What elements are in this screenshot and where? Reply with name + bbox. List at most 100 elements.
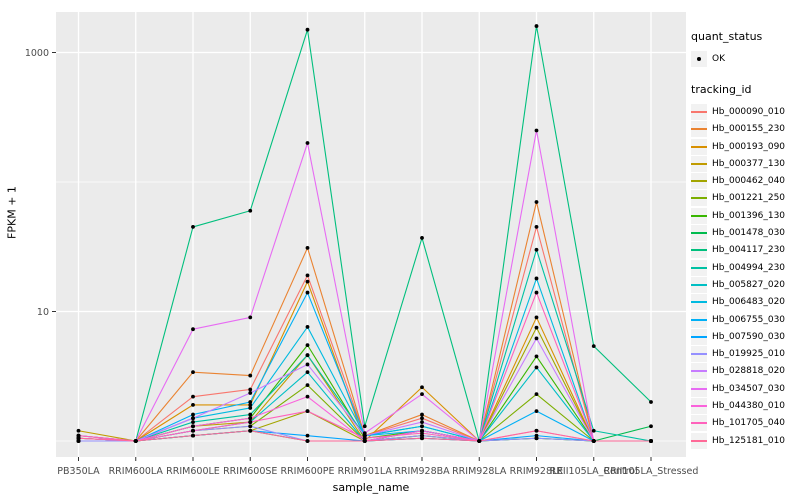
data-point-Hb_004117_230 [191, 225, 195, 229]
data-point-Hb_125181_010 [477, 439, 482, 443]
data-point-Hb_125181_010 [248, 428, 253, 433]
data-point-Hb_034507_030 [362, 431, 367, 436]
x-tick-label: RRII105LA_Control [550, 466, 638, 477]
legend-key-box [691, 155, 707, 172]
legend-key-box [691, 380, 707, 397]
data-point-Hb_101705_040 [76, 433, 81, 438]
data-point-Hb_006755_030 [191, 412, 195, 417]
legend-entry-label: Hb_028818_020 [712, 366, 786, 377]
series-color-line-icon [691, 128, 707, 131]
legend-key-box [691, 190, 707, 207]
legend-entry-Hb_005827_020: Hb_005827_020 [691, 276, 799, 293]
data-point-Hb_004994_230 [305, 353, 310, 358]
legend-entry-Hb_044380_010: Hb_044380_010 [691, 397, 799, 414]
legend-entry-Hb_019925_010: Hb_019925_010 [691, 345, 799, 363]
legend-key-box [691, 259, 707, 276]
legend-entry-label: Hb_101705_040 [712, 418, 786, 429]
data-point-Hb_028818_020 [191, 416, 195, 421]
series-color-line-icon [691, 353, 707, 356]
data-point-Hb_028818_020 [248, 391, 253, 395]
x-tick-label: RRIM600LE [166, 466, 220, 477]
legend-key-box [691, 276, 707, 293]
data-point-Hb_101705_040 [191, 428, 195, 433]
data-point-Hb_004117_230 [534, 24, 539, 28]
data-point-Hb_034507_030 [248, 315, 253, 320]
legend-entry-label: Hb_044380_010 [712, 400, 786, 411]
plot-panel [56, 12, 686, 457]
legend-entry-label: Hb_004117_230 [712, 245, 786, 256]
data-point-Hb_125181_010 [649, 439, 653, 443]
data-point-Hb_000090_010 [305, 273, 310, 278]
x-tick-label: RRIM928LA [452, 466, 507, 477]
legend-entry-Hb_034507_030: Hb_034507_030 [691, 380, 799, 397]
legend-entry-label: Hb_000377_130 [712, 158, 786, 169]
legend-key-box [691, 397, 707, 414]
legend-key-box [691, 363, 707, 380]
data-point-Hb_125181_010 [534, 428, 539, 433]
data-point-Hb_034507_030 [305, 141, 310, 145]
x-tick-label: PB350LA [57, 466, 100, 477]
data-point-Hb_006483_020 [248, 406, 253, 410]
legend-entry-Hb_006755_030: Hb_006755_030 [691, 311, 799, 328]
data-point-Hb_001396_130 [534, 354, 539, 359]
legend-key-box [691, 415, 707, 432]
data-point-Hb_125181_010 [133, 439, 138, 443]
y-axis-title: FPKM + 1 [5, 186, 19, 239]
series-color-line-icon [691, 232, 707, 235]
legend-entry-Hb_000462_040: Hb_000462_040 [691, 172, 799, 190]
data-point-Hb_006755_030 [248, 400, 253, 404]
data-point-Hb_006483_020 [420, 424, 424, 429]
legend-entry-ok: OK [691, 50, 799, 67]
series-color-line-icon [691, 404, 707, 407]
y-tick-label: 1000 [25, 48, 49, 59]
data-point-Hb_000193_090 [305, 279, 310, 284]
series-color-line-icon [691, 387, 707, 390]
data-point-Hb_034507_030 [534, 128, 539, 133]
series-color-line-icon [691, 439, 707, 442]
legend-entry-label: Hb_125181_010 [712, 435, 786, 446]
legend-entry-label: Hb_000193_090 [712, 141, 786, 152]
data-point-Hb_101705_040 [420, 431, 424, 436]
data-point-Hb_101705_040 [248, 420, 253, 424]
data-point-Hb_125181_010 [305, 439, 310, 443]
data-point-Hb_044380_010 [191, 424, 195, 429]
legend: quant_status OK tracking_id Hb_000090_01… [691, 24, 799, 449]
series-color-line-icon [691, 197, 707, 200]
legend-entry-Hb_125181_010: Hb_125181_010 [691, 432, 799, 449]
legend-entry-label: Hb_034507_030 [712, 383, 786, 394]
legend-entry-Hb_000377_130: Hb_000377_130 [691, 155, 799, 172]
legend-entry-Hb_000193_090: Hb_000193_090 [691, 138, 799, 155]
data-point-Hb_006755_030 [534, 409, 539, 414]
data-point-Hb_004117_230 [362, 424, 367, 429]
data-point-Hb_000090_010 [534, 225, 539, 229]
legend-entry-label: Hb_000462_040 [712, 176, 786, 187]
data-point-Hb_004994_230 [534, 247, 539, 252]
legend-key-box [691, 121, 707, 138]
data-point-Hb_000193_090 [420, 385, 424, 390]
data-point-Hb_000462_040 [534, 325, 539, 330]
data-point-Hb_028818_020 [534, 336, 539, 341]
data-point-Hb_007590_030 [534, 433, 539, 438]
data-point-Hb_101705_040 [362, 436, 367, 441]
series-color-line-icon [691, 335, 707, 338]
x-tick-label: RRIM928LE [510, 466, 564, 477]
data-point-Hb_004117_230 [420, 236, 424, 240]
data-point-Hb_044380_010 [248, 416, 253, 421]
data-point-Hb_000090_010 [420, 416, 424, 421]
legend-tracking-id-title: tracking_id [691, 83, 752, 97]
data-point-Hb_000090_010 [191, 394, 195, 399]
data-point-Hb_125181_010 [420, 436, 424, 441]
series-color-line-icon [691, 162, 707, 165]
data-point-Hb_125181_010 [191, 433, 195, 438]
data-point-Hb_004117_230 [649, 400, 653, 404]
ok-point-icon [697, 56, 701, 61]
legend-entry-Hb_000155_230: Hb_000155_230 [691, 121, 799, 138]
legend-key-box [691, 207, 707, 224]
legend-entry-label: Hb_000090_010 [712, 106, 786, 117]
data-point-Hb_005827_020 [305, 370, 310, 375]
legend-key-box [691, 138, 707, 155]
legend-key-box [691, 103, 707, 120]
data-point-Hb_125181_010 [591, 439, 596, 443]
data-point-Hb_000155_230 [191, 370, 195, 375]
